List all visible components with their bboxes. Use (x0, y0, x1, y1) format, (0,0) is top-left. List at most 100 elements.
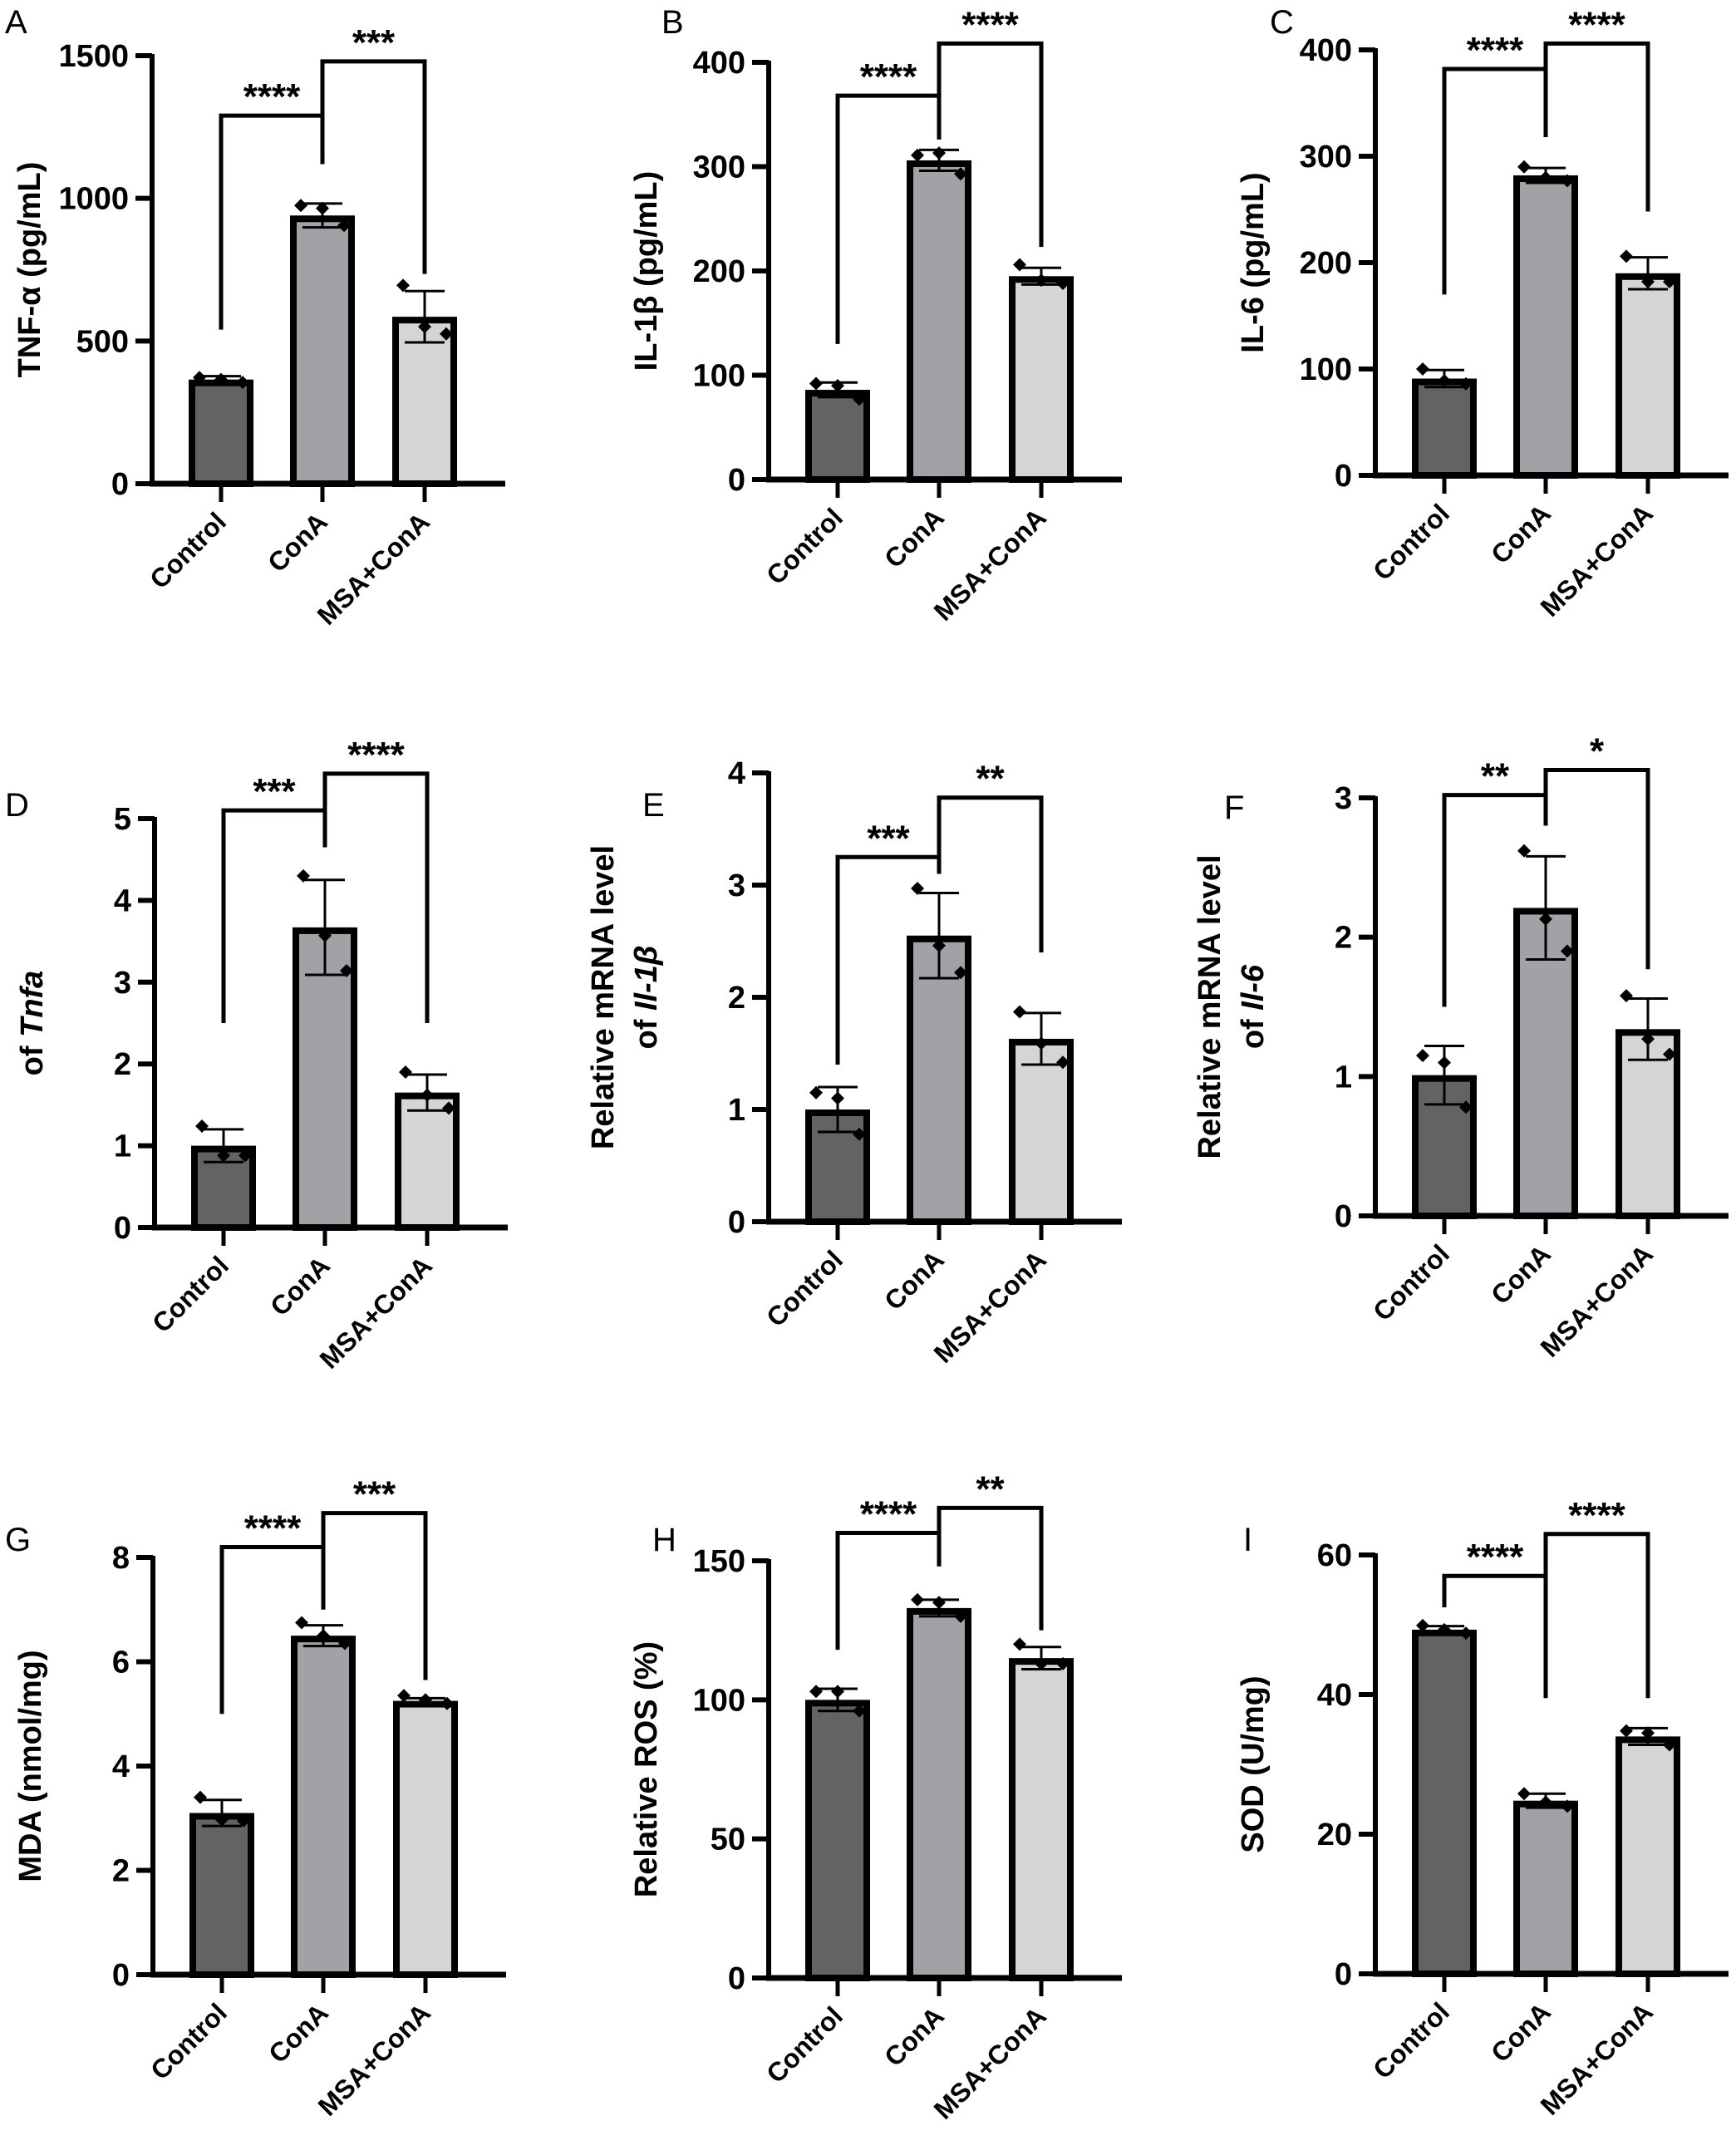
data-point (1517, 160, 1531, 174)
y-axis-title: IL-6 (pg/mL) (1236, 172, 1271, 352)
data-point (236, 376, 249, 390)
data-point (1035, 273, 1048, 288)
x-category-label: Control (144, 506, 232, 594)
data-point (932, 1596, 946, 1610)
data-point (295, 1616, 308, 1630)
data-point (1438, 374, 1451, 388)
bar-control (1412, 1629, 1477, 1977)
y-axis-title: SOD (U/mg) (1236, 1675, 1271, 1852)
significance-bracket (1543, 41, 1650, 212)
data-point (317, 1629, 330, 1643)
x-category-label: ConA (1485, 498, 1556, 569)
bar-msa-cona (1009, 276, 1074, 483)
panel-letter: C (1270, 4, 1294, 41)
y-tick-label: 300 (1300, 140, 1352, 175)
x-category-label: ConA (878, 2000, 950, 2072)
y-axis-title-italic: Il-1β (629, 946, 664, 1011)
significance-bracket (937, 1505, 1044, 1631)
significance-label: **** (1467, 30, 1524, 71)
y-tick-label: 0 (111, 467, 129, 502)
data-point (420, 1088, 434, 1102)
significance-label: * (1590, 731, 1605, 771)
data-point (1459, 1626, 1473, 1641)
significance-bracket (835, 854, 942, 1065)
significance-label: *** (253, 771, 296, 812)
data-point (440, 327, 453, 341)
data-point (911, 882, 924, 896)
significance-bracket (835, 1531, 942, 1651)
data-point (1641, 275, 1655, 289)
data-point (1561, 944, 1574, 958)
data-point (1620, 249, 1633, 263)
data-point (831, 1091, 844, 1105)
data-point (418, 320, 431, 334)
y-tick-label: 100 (1300, 352, 1352, 387)
y-tick-label: 200 (1300, 246, 1352, 281)
significance-label: ** (976, 759, 1005, 800)
y-tick-label: 0 (114, 1211, 131, 1246)
bar-control (189, 379, 253, 487)
y-tick-label: 1 (728, 1093, 745, 1128)
bar-cona (907, 1607, 971, 1981)
data-point (399, 1065, 412, 1080)
data-point (1561, 1799, 1574, 1813)
data-point (337, 219, 351, 233)
bar-cona (1513, 908, 1578, 1219)
x-category-label: ConA (264, 1250, 336, 1321)
bar-cona (290, 215, 355, 487)
significance-label: ** (976, 1469, 1005, 1509)
data-point (1620, 1724, 1633, 1738)
data-point (1438, 1622, 1451, 1636)
y-tick-label: 3 (728, 868, 745, 903)
significance-label: *** (352, 22, 396, 63)
y-axis-title-text: SOD (U/mg) (1236, 1675, 1271, 1852)
data-point (194, 1790, 207, 1804)
significance-bracket (322, 771, 430, 1023)
x-category-label: Control (1367, 1238, 1455, 1326)
data-point (1663, 275, 1676, 289)
y-axis-title-text: of (1236, 1011, 1271, 1049)
y-tick-label: 8 (112, 1541, 130, 1576)
y-axis-title-text: TNF-α (pg/mL) (12, 162, 47, 378)
significance-label: **** (347, 735, 405, 775)
x-category-label: Control (760, 502, 848, 590)
data-point (954, 1609, 967, 1623)
y-tick-label: 6 (112, 1646, 130, 1680)
bar-msa-cona (392, 317, 457, 487)
data-point (1013, 1005, 1026, 1019)
y-tick-label: 0 (728, 1961, 745, 1996)
panel-letter: A (5, 4, 27, 41)
data-point (215, 1813, 229, 1827)
significance-label: *** (353, 1474, 396, 1515)
significance-bracket (835, 93, 942, 344)
data-point (396, 278, 410, 293)
y-tick-label: 400 (1300, 33, 1352, 68)
y-axis-title: of Il-1β (629, 946, 664, 1050)
bar-msa-cona (1616, 1736, 1680, 1977)
data-point (1459, 376, 1473, 391)
bar-cona (291, 1636, 356, 1978)
significance-label: **** (860, 1494, 917, 1535)
panel-letter: B (661, 4, 684, 41)
data-point (397, 1689, 411, 1703)
data-point (419, 1693, 432, 1707)
y-tick-label: 0 (112, 1958, 130, 1993)
data-point (195, 1119, 209, 1133)
panel-letter: G (5, 1522, 31, 1558)
data-point (1539, 170, 1552, 185)
bar-msa-cona (395, 1092, 460, 1232)
data-point (217, 1149, 230, 1163)
bar-cona (1513, 175, 1578, 479)
y-tick-label: 100 (693, 1683, 745, 1718)
data-point (1416, 1618, 1429, 1632)
data-point (239, 1149, 252, 1163)
data-point (809, 1685, 823, 1699)
data-point (1056, 1656, 1070, 1670)
data-point (1013, 1637, 1026, 1651)
panel-letter: E (642, 787, 665, 824)
significance-label: **** (1568, 1495, 1625, 1536)
significance-label: **** (860, 57, 917, 97)
